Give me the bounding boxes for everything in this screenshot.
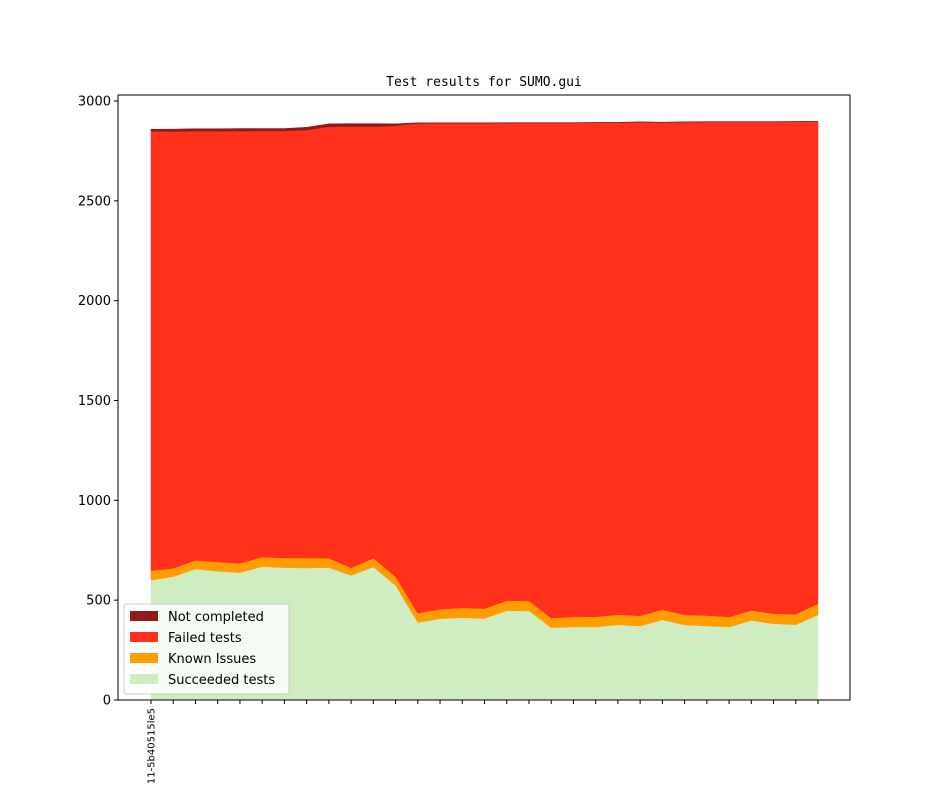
legend-swatch-failed-tests <box>130 632 158 642</box>
x-axis: 11-5b40515le5 <box>147 700 819 784</box>
legend-swatch-succeeded-tests <box>130 674 158 684</box>
y-tick-label: 500 <box>86 594 111 609</box>
legend: Not completed Failed tests Known Issues Suc… <box>123 603 290 695</box>
area-not-completed <box>150 121 819 132</box>
y-tick-label: 0 <box>103 694 111 709</box>
y-tick-label: 3000 <box>78 94 111 109</box>
legend-label-succeeded-tests: Succeeded tests <box>168 673 275 688</box>
y-tick-label: 2500 <box>78 194 111 209</box>
legend-swatch-not-completed <box>130 611 158 621</box>
legend-label-not-completed: Not completed <box>168 610 264 625</box>
chart-title: Test results for SUMO.gui <box>386 75 582 90</box>
legend-label-failed-tests: Failed tests <box>168 631 242 646</box>
x-tick-label: 11-5b40515le5 <box>147 708 158 784</box>
legend-label-known-issues: Known Issues <box>168 652 256 667</box>
y-axis: 0 500 1000 1500 2000 2500 3000 <box>78 94 118 709</box>
y-tick-label: 2000 <box>78 294 111 309</box>
y-tick-label: 1000 <box>78 494 111 509</box>
stacked-areas <box>150 121 819 701</box>
area-failed-tests <box>150 121 819 619</box>
legend-swatch-known-issues <box>130 653 158 663</box>
legend-box <box>123 603 290 695</box>
y-tick-label: 1500 <box>78 394 111 409</box>
